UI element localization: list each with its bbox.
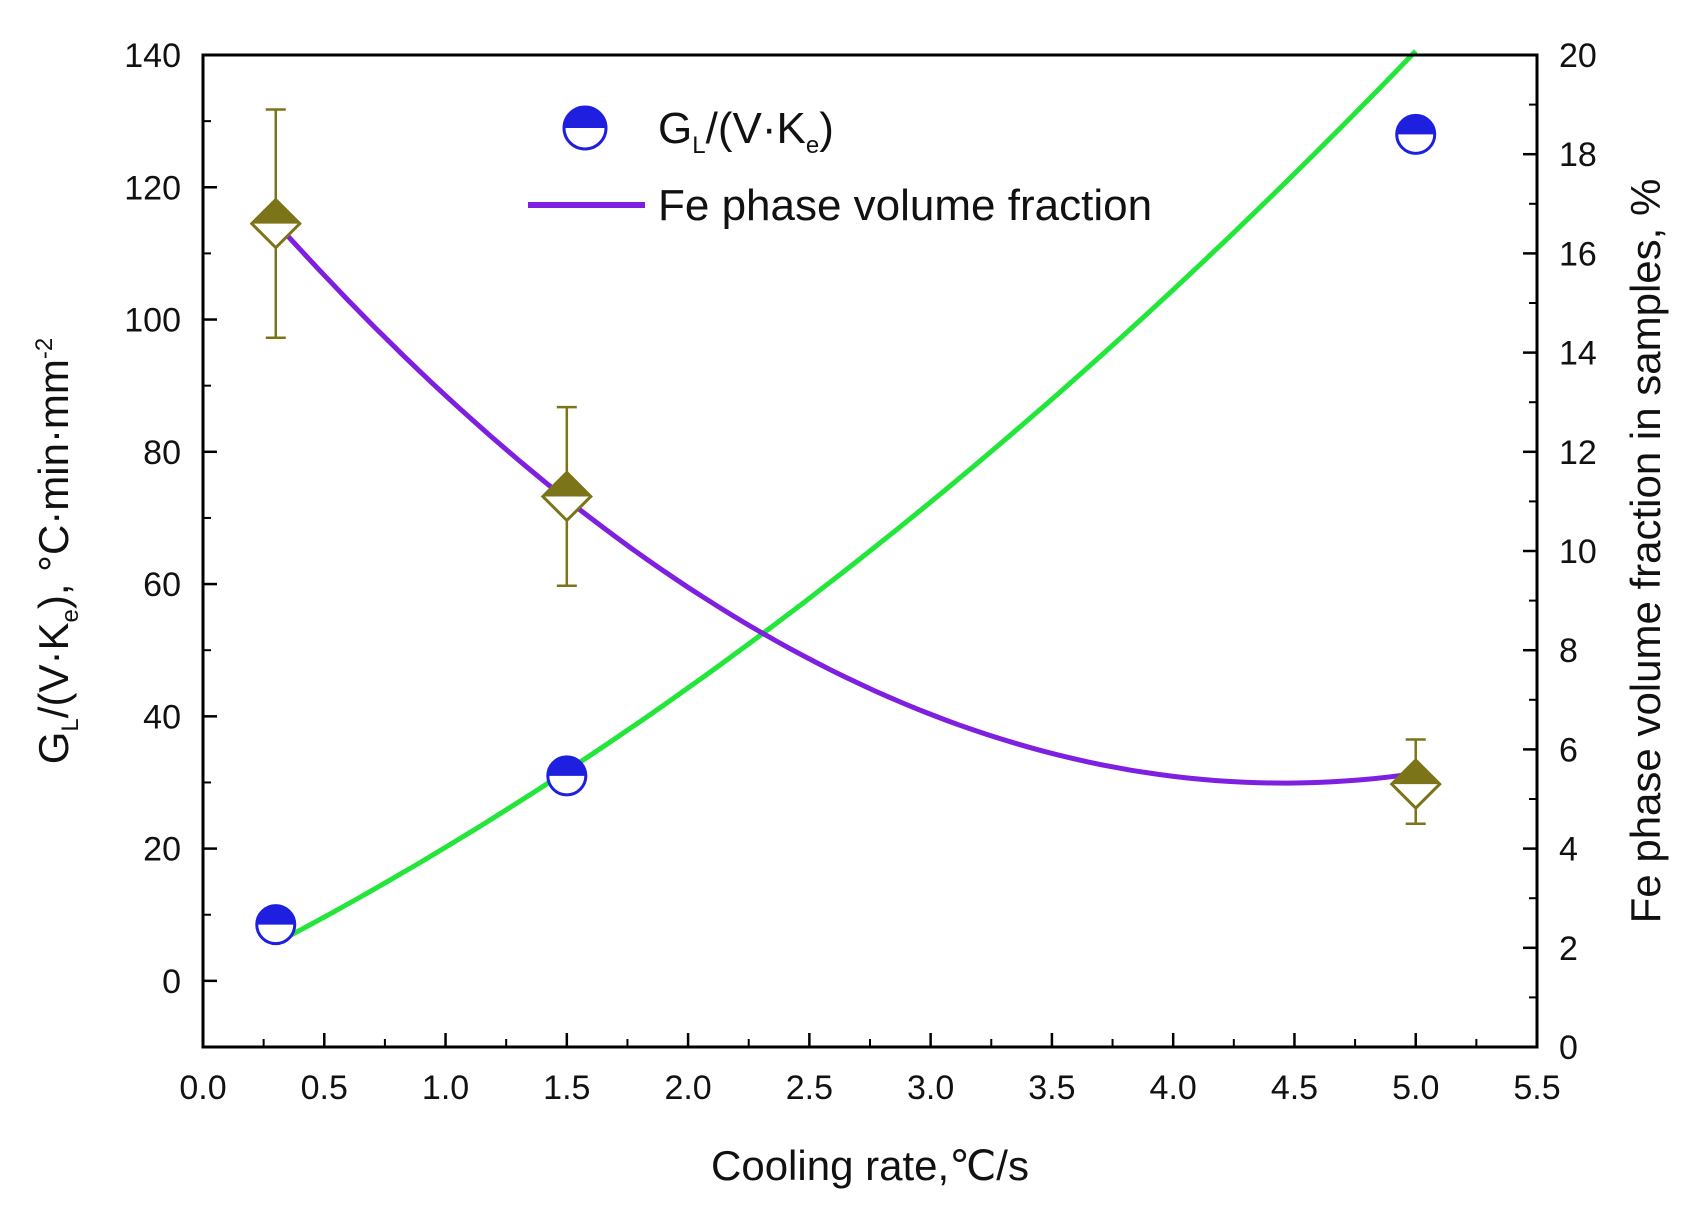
- x-tick-label: 0.5: [301, 1069, 348, 1107]
- x-tick-label: 0.0: [179, 1069, 226, 1107]
- legend: GL/(V·Ke) Fe phase volume fraction: [528, 104, 1152, 230]
- fe-data-point: [540, 470, 593, 523]
- gl-data-point: [255, 904, 297, 946]
- y-left-tick-label: 140: [124, 37, 181, 75]
- gl-fit-curve: [274, 49, 1418, 946]
- y-left-title-mid: /(V·K: [30, 623, 77, 719]
- y-left-title-sub1: L: [57, 718, 84, 731]
- gl-data-point-fill: [1396, 115, 1435, 135]
- y-right-axis-title: Fe phase volume fraction in samples, %: [1622, 179, 1669, 924]
- y-left-title-tail: ), °C·min·mm: [30, 359, 77, 609]
- legend-gl-sub1: L: [692, 132, 705, 159]
- plot-area-frame: [201, 53, 1539, 1049]
- x-tick-label: 2.0: [664, 1069, 711, 1107]
- y-right-tick-label: 8: [1559, 632, 1578, 670]
- legend-marker-gl: [562, 105, 608, 151]
- y-right-tick-label: 0: [1559, 1029, 1578, 1067]
- data-markers: [249, 108, 1442, 946]
- x-tick-label: 1.5: [543, 1069, 590, 1107]
- legend-gl-symbol-fill: [564, 107, 606, 128]
- gl-data-point: [1395, 113, 1437, 155]
- y-right-tick-label: 10: [1559, 533, 1597, 571]
- legend-gl-symbol: [562, 105, 608, 151]
- legend-label-fe: Fe phase volume fraction: [658, 181, 1152, 230]
- x-tick-label: 4.5: [1271, 1069, 1318, 1107]
- legend-gl-main: G: [658, 104, 692, 153]
- y-left-title-main: G: [30, 732, 77, 765]
- x-tick-label: 4.0: [1150, 1069, 1197, 1107]
- tick-labels: 0.0 0.5 1.0 1.5 2.0 2.5 3.0 3.5 4.0 4.5 5.0 5.50204…: [124, 37, 1597, 1107]
- y-left-tick-label: 60: [143, 566, 181, 604]
- legend-gl-mid: /(V·K: [706, 104, 806, 153]
- x-tick-label: 5.0: [1392, 1069, 1439, 1107]
- y-right-tick-label: 14: [1559, 335, 1597, 373]
- y-left-tick-label: 0: [162, 963, 181, 1001]
- legend-label-gl: GL/(V·Ke): [658, 104, 834, 159]
- gl-data-point-fill: [256, 905, 295, 925]
- fe-data-point-fill: [1391, 760, 1440, 785]
- fe-data-point: [249, 197, 302, 250]
- y-left-tick-label: 20: [143, 831, 181, 869]
- x-axis-title: Cooling rate,℃/s: [711, 1142, 1029, 1189]
- fe-data-point-fill: [251, 199, 300, 224]
- legend-gl-tail: ): [819, 104, 834, 153]
- y-left-tick-label: 80: [143, 434, 181, 472]
- y-right-tick-label: 18: [1559, 136, 1597, 174]
- x-tick-label: 1.0: [422, 1069, 469, 1107]
- fe-data-point-fill: [542, 472, 591, 497]
- y-right-tick-label: 20: [1559, 37, 1597, 75]
- gl-data-point: [546, 755, 588, 797]
- x-tick-label: 5.5: [1513, 1069, 1560, 1107]
- gl-data-point-fill: [547, 756, 586, 776]
- fit-curves: [273, 49, 1418, 946]
- y-right-tick-label: 12: [1559, 434, 1597, 472]
- x-tick-label: 2.5: [786, 1069, 833, 1107]
- y-right-tick-label: 2: [1559, 930, 1578, 968]
- y-right-tick-label: 6: [1559, 731, 1578, 769]
- x-tick-label: 3.5: [1028, 1069, 1075, 1107]
- fe-fit-curve: [273, 221, 1417, 786]
- y-left-tick-label: 100: [124, 302, 181, 340]
- fe-data-point: [1389, 757, 1442, 811]
- y-left-tick-label: 120: [124, 169, 181, 207]
- legend-gl-sub2: e: [806, 132, 819, 159]
- y-right-tick-label: 4: [1559, 831, 1578, 869]
- y-right-tick-label: 16: [1559, 235, 1597, 273]
- y-left-title-sup: -2: [31, 338, 58, 359]
- y-left-axis-title: GL/(V·Ke), °C·min·mm-2: [30, 338, 84, 764]
- y-left-title-sub2: e: [57, 609, 84, 622]
- x-tick-label: 3.0: [907, 1069, 954, 1107]
- y-left-tick-label: 40: [143, 698, 181, 736]
